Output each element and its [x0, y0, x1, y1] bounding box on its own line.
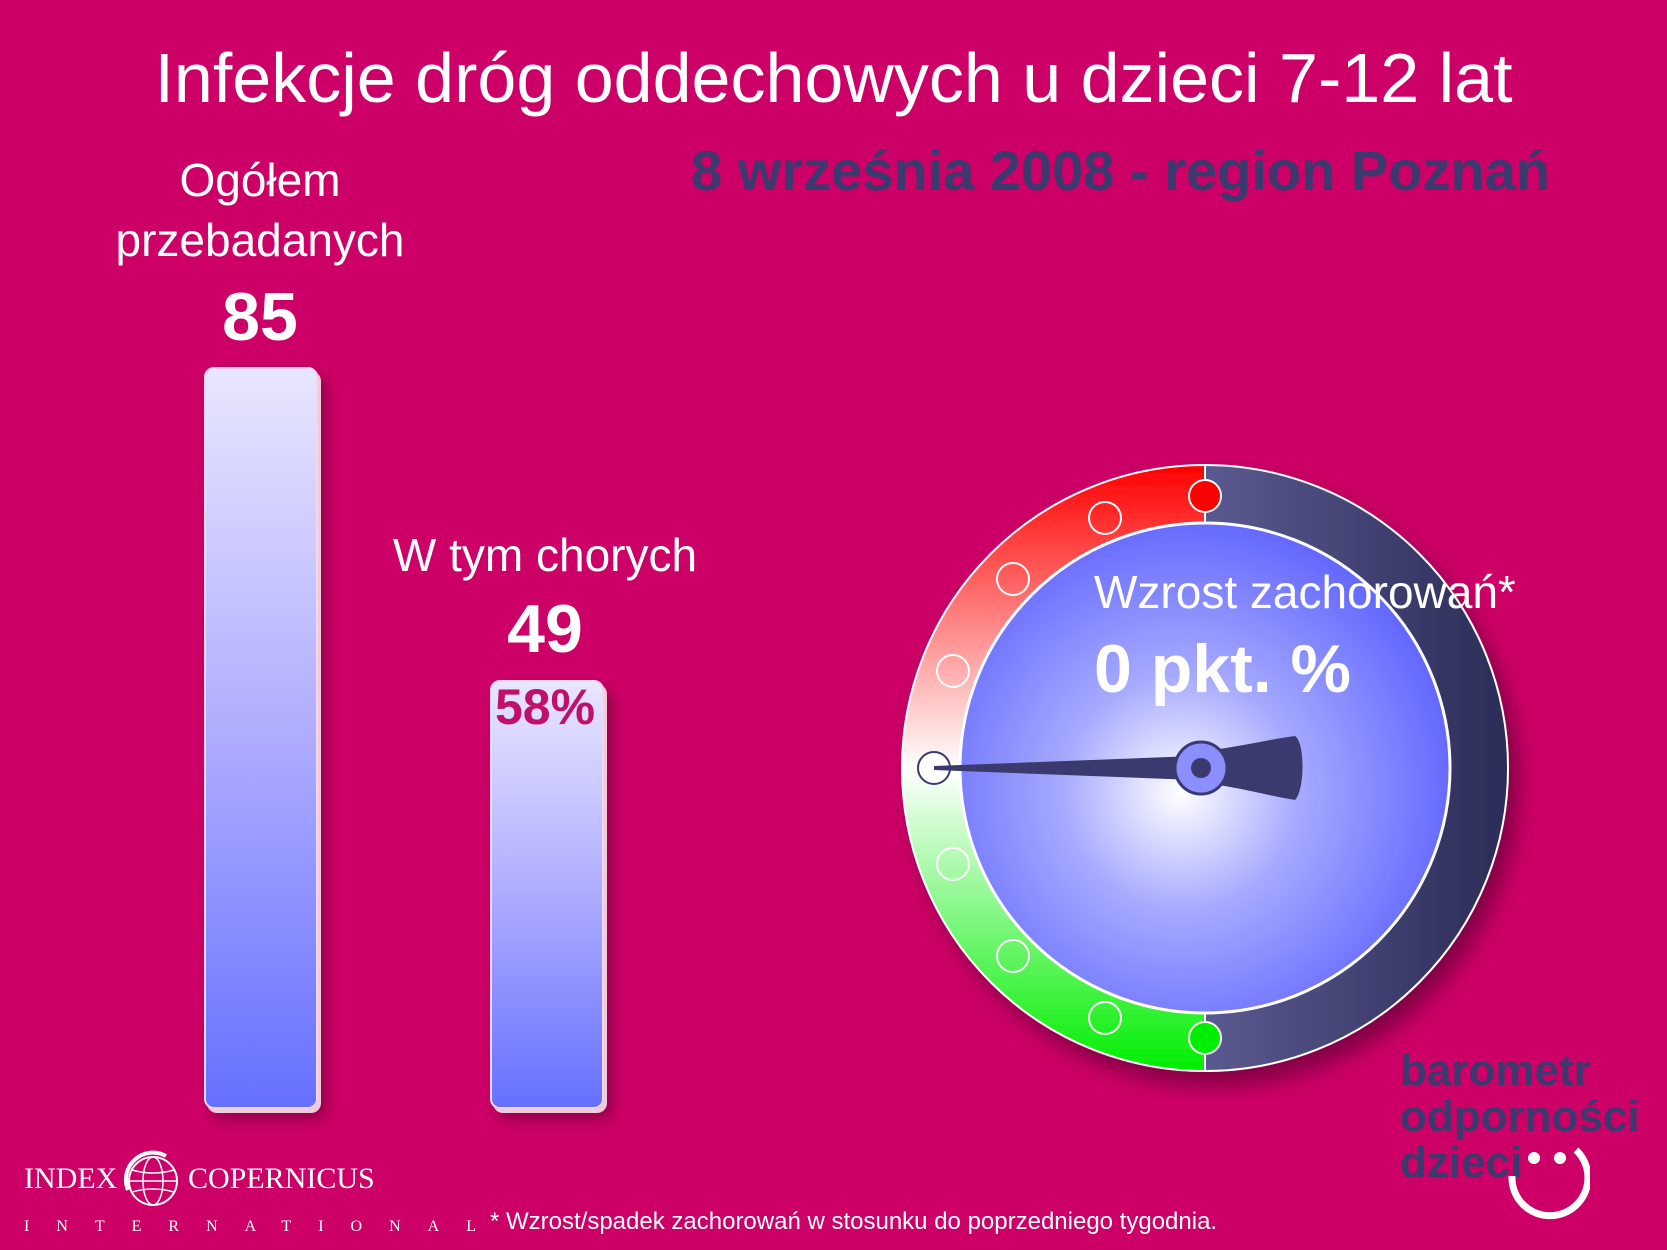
- chart-title: Infekcje dróg oddechowych u dzieci 7-12 …: [154, 39, 1513, 117]
- gauge-marker-top: [1188, 479, 1222, 513]
- logo-word-copernicus: COPERNICUS: [188, 1162, 375, 1195]
- gauge-marker-bottom: [1188, 1021, 1222, 1055]
- footnote: * Wzrost/spadek zachorowań w stosunku do…: [490, 1208, 1218, 1235]
- gauge-marker: [996, 562, 1030, 596]
- gauge-marker: [936, 847, 970, 881]
- logo-word-international: INTERNATIONAL: [24, 1218, 503, 1235]
- gauge-marker: [1088, 1001, 1122, 1035]
- gauge-marker: [936, 654, 970, 688]
- barometer-gauge: [901, 463, 1509, 1073]
- bar-label-sick: W tym chorych: [392, 529, 698, 581]
- barometr-logo: barometr odporności dzieci: [1400, 1048, 1640, 1186]
- gauge-marker: [996, 939, 1030, 973]
- barometr-logo-line1: barometr: [1400, 1046, 1591, 1095]
- logo-word-index: INDEX: [24, 1162, 118, 1195]
- globe-icon: [123, 1150, 178, 1206]
- bar-percent-sick: 58%: [494, 679, 596, 735]
- bar-label-total-line1: Ogółem: [179, 154, 341, 206]
- barometr-logo-line2: odporności: [1400, 1092, 1640, 1141]
- bar-label-total: Ogółem przebadanych: [80, 150, 440, 270]
- barometr-logo-line3: dzieci: [1400, 1138, 1523, 1187]
- gauge-label: Wzrost zachorowań*: [1094, 566, 1516, 618]
- smiley-icon: [1508, 1147, 1590, 1220]
- bar-total: [204, 367, 318, 1109]
- gauge-value: 0 pkt. %: [1094, 631, 1351, 707]
- index-copernicus-logo: INDEX COPERNICUS INTERNATIONAL: [20, 1150, 476, 1250]
- gauge-scale: [936, 479, 1222, 1055]
- gauge-needle: [934, 736, 1303, 800]
- bar-sick: [490, 680, 604, 1109]
- bar-value-sick: 49: [507, 591, 583, 667]
- gauge-marker: [1088, 501, 1122, 535]
- bar-value-total: 85: [222, 279, 298, 355]
- chart-subtitle: 8 września 2008 - region Poznań: [691, 139, 1550, 202]
- bar-label-total-line2: przebadanych: [115, 214, 405, 266]
